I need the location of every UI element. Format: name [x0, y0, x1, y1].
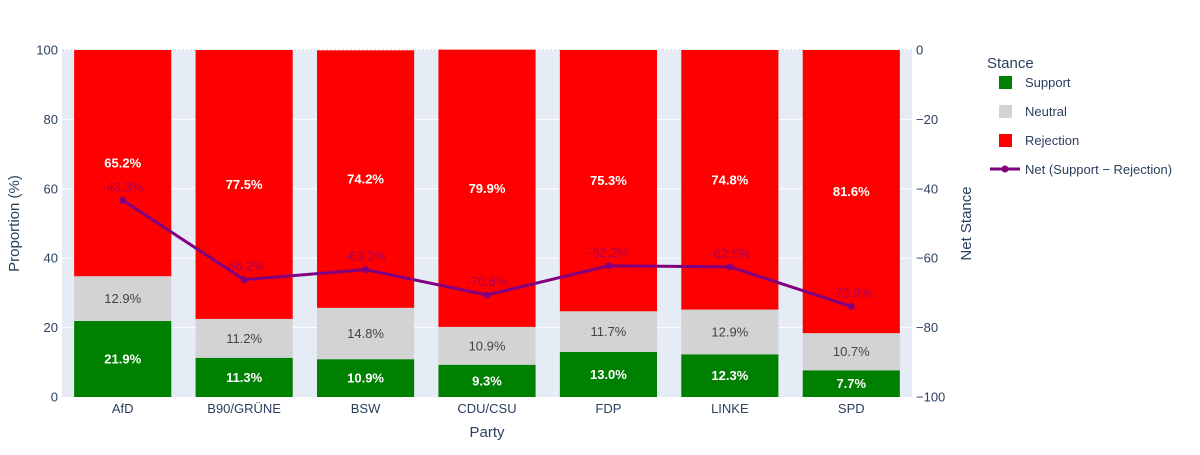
data-label: 81.6%	[833, 184, 870, 199]
data-label: 12.3%	[711, 368, 748, 383]
bar-support-5	[681, 354, 779, 397]
y2-tick-label: −60	[916, 251, 938, 266]
data-label: 12.9%	[711, 324, 748, 339]
data-label: 77.5%	[226, 177, 263, 192]
net-label: -62.5%	[709, 246, 751, 261]
data-label: 12.9%	[104, 291, 141, 306]
legend-swatch-neutral	[999, 105, 1012, 118]
x-tick-label: AfD	[112, 401, 134, 416]
data-label: 10.9%	[469, 338, 506, 353]
x-tick-label: SPD	[838, 401, 865, 416]
legend-label: Rejection	[1025, 133, 1079, 148]
data-label: 74.8%	[711, 172, 748, 187]
data-label: 14.8%	[347, 326, 384, 341]
legend-marker-net	[1001, 165, 1009, 173]
bar-support-2	[317, 359, 415, 397]
bar-support-0	[74, 321, 172, 397]
y2-tick-label: 0	[916, 43, 923, 58]
data-label: 11.7%	[590, 324, 626, 339]
data-label: 74.2%	[347, 172, 384, 187]
data-label: 13.0%	[590, 367, 627, 382]
y-tick-label: 100	[36, 43, 58, 58]
net-point	[604, 262, 612, 270]
bar-neutral-0	[74, 276, 172, 322]
net-label: -43.3%	[102, 179, 144, 194]
data-label: 10.9%	[347, 371, 384, 386]
bar-neutral-3	[438, 326, 536, 365]
data-label: 65.2%	[104, 156, 141, 171]
y-tick-label: 80	[44, 112, 58, 127]
legend-swatch-support	[999, 76, 1012, 89]
net-point	[362, 266, 370, 274]
x-tick-label: LINKE	[711, 401, 749, 416]
legend-label: Neutral	[1025, 104, 1067, 119]
net-label: -73.9%	[831, 285, 873, 300]
bar-rejection-3	[438, 49, 536, 327]
y-tick-label: 20	[44, 320, 58, 335]
net-point	[483, 291, 491, 299]
bar-neutral-1	[195, 318, 293, 358]
y-tick-label: 0	[51, 390, 58, 405]
bar-support-3	[438, 364, 536, 397]
data-label: 7.7%	[836, 376, 866, 391]
bar-support-4	[559, 351, 657, 397]
legend-title: Stance	[987, 55, 1034, 72]
bar-neutral-5	[681, 309, 779, 355]
data-label: 75.3%	[590, 173, 627, 188]
bar-neutral-2	[317, 307, 415, 360]
bar-rejection-6	[802, 50, 900, 334]
bar-neutral-4	[559, 311, 657, 352]
net-point	[726, 263, 734, 271]
x-tick-label: FDP	[595, 401, 621, 416]
legend-label: Support	[1025, 75, 1071, 90]
data-label: 21.9%	[104, 352, 141, 367]
bar-support-1	[195, 357, 293, 397]
data-label: 10.7%	[833, 344, 870, 359]
net-label: -70.6%	[466, 274, 508, 289]
x-axis-title: Party	[469, 424, 505, 441]
net-point	[847, 302, 855, 310]
bar-rejection-0	[74, 50, 172, 277]
bar-support-6	[802, 370, 900, 397]
data-label: 11.3%	[226, 370, 263, 385]
x-tick-label: B90/GRÜNE	[207, 401, 281, 416]
bar-rejection-2	[317, 50, 415, 308]
y2-tick-label: −100	[916, 390, 945, 405]
net-point	[240, 276, 248, 284]
legend-label: Net (Support − Rejection)	[1025, 162, 1172, 177]
y-tick-label: 40	[44, 251, 58, 266]
y2-tick-label: −80	[916, 320, 938, 335]
net-point	[119, 196, 127, 204]
x-tick-label: CDU/CSU	[457, 401, 516, 416]
y2-axis-title: Net Stance	[958, 186, 975, 260]
x-tick-label: BSW	[351, 401, 381, 416]
bar-rejection-1	[195, 50, 293, 319]
y-tick-label: 60	[44, 181, 58, 196]
legend-swatch-rejection	[999, 134, 1012, 147]
data-label: 9.3%	[472, 373, 502, 388]
bar-neutral-6	[802, 333, 900, 371]
data-label: 11.2%	[226, 331, 262, 346]
y-axis-title: Proportion (%)	[6, 175, 23, 272]
net-label: -63.3%	[345, 249, 387, 264]
net-label: -62.2%	[588, 245, 630, 260]
data-label: 79.9%	[469, 181, 506, 196]
y2-tick-label: −40	[916, 181, 938, 196]
y2-tick-label: −20	[916, 112, 938, 127]
net-label: -66.2%	[224, 259, 266, 274]
